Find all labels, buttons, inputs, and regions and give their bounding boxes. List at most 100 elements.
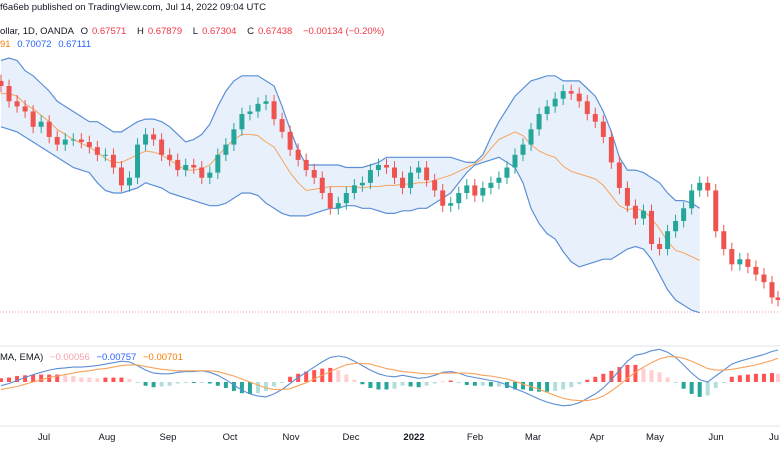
macd-bar xyxy=(119,377,124,382)
candle-body xyxy=(608,136,614,163)
candle xyxy=(295,143,301,167)
macd-bar xyxy=(713,382,718,388)
candle-body xyxy=(110,154,116,168)
macd-bar xyxy=(392,382,397,389)
macd-bar xyxy=(47,374,52,382)
macd-bar xyxy=(480,382,485,386)
candle xyxy=(400,171,406,195)
x-axis: Jul Aug Sep Oct Nov Dec 2022 Feb Mar Apr May Jun Ju xyxy=(38,432,779,443)
candle xyxy=(62,133,68,151)
macd-bar xyxy=(448,380,453,382)
macd-histogram xyxy=(0,364,780,397)
candle-body xyxy=(408,172,414,188)
candle-body xyxy=(616,162,622,188)
candle xyxy=(737,252,743,271)
candle-body xyxy=(689,190,695,209)
candle xyxy=(110,148,116,174)
x-tick-label: Aug xyxy=(99,432,116,443)
low-value: L 0.67304 xyxy=(192,26,237,37)
candle-body xyxy=(311,170,317,178)
candle xyxy=(118,161,124,192)
candle-body xyxy=(70,139,76,141)
macd-legend: MA, EMA) −0.00056 −0.00757 −0.00701 xyxy=(0,352,187,363)
candle xyxy=(592,107,598,129)
x-tick-label: Oct xyxy=(223,432,238,443)
candle-body xyxy=(183,164,189,171)
bb-upper-value: 0.70072 xyxy=(17,39,52,50)
candle-body xyxy=(78,139,84,143)
candle-body xyxy=(721,231,727,250)
candle-body xyxy=(279,119,285,132)
candle xyxy=(311,163,317,185)
macd-bar xyxy=(432,382,437,384)
candle-body xyxy=(464,185,470,193)
macd-bar xyxy=(223,382,228,388)
candle xyxy=(271,94,277,126)
candle-body xyxy=(94,147,100,155)
candle xyxy=(86,135,92,154)
macd-bar xyxy=(400,382,405,386)
macd-bar xyxy=(641,368,646,382)
candle-body xyxy=(30,111,36,127)
bollinger-upper-line xyxy=(0,57,701,209)
macd-bar xyxy=(705,382,710,396)
macd-bar xyxy=(135,382,140,383)
candle xyxy=(608,130,614,169)
macd-bar xyxy=(601,373,606,382)
macd-bar xyxy=(464,382,469,385)
candle-body xyxy=(536,114,542,130)
macd-bar xyxy=(537,382,542,392)
bb-basis-value: 91 xyxy=(0,39,11,50)
candle xyxy=(54,130,60,151)
candle-body xyxy=(126,177,132,186)
macd-bar xyxy=(255,382,260,394)
candle-body xyxy=(432,180,438,191)
macd-bar xyxy=(569,382,574,388)
candle xyxy=(6,79,12,108)
candle xyxy=(520,138,526,162)
candle xyxy=(665,224,671,256)
publish-note: f6a6eb published on TradingView.com, Jul… xyxy=(0,2,270,13)
macd-lines xyxy=(0,348,779,407)
candle-body xyxy=(416,167,422,173)
macd-bar xyxy=(649,370,654,382)
macd-bar xyxy=(585,379,590,382)
candle-body xyxy=(681,208,687,222)
candle xyxy=(135,138,141,185)
candle xyxy=(375,158,381,177)
x-tick-label: Dec xyxy=(343,432,360,443)
macd-bar xyxy=(71,376,76,382)
candle xyxy=(78,133,84,149)
candle xyxy=(504,161,510,185)
macd-bar xyxy=(577,382,582,385)
macd-bar xyxy=(199,382,204,383)
candle-body xyxy=(6,86,12,102)
candle xyxy=(143,128,149,151)
candle-body xyxy=(22,106,28,112)
candle-body xyxy=(239,114,245,130)
macd-bar xyxy=(23,375,28,382)
macd-bar xyxy=(55,374,60,382)
macd-bar xyxy=(488,382,493,387)
macd-bar xyxy=(63,375,68,382)
candle-body xyxy=(528,129,534,145)
bollinger-basis xyxy=(1,93,700,261)
candle-body xyxy=(560,91,566,99)
candle xyxy=(383,158,389,174)
macd-bar xyxy=(79,377,84,382)
candle-body xyxy=(62,139,68,145)
macd-bar xyxy=(239,382,244,394)
macd-bar xyxy=(665,377,670,382)
candle-body xyxy=(38,121,44,127)
candle-body xyxy=(86,142,92,148)
candle xyxy=(657,237,663,256)
x-tick-label: Nov xyxy=(283,432,300,443)
macd-bar xyxy=(360,382,365,385)
x-tick-label: Sep xyxy=(160,432,177,443)
candle-body xyxy=(584,101,590,115)
candle xyxy=(705,176,711,197)
candle xyxy=(496,171,502,190)
bb-lower-value: 0.67111 xyxy=(58,39,92,50)
candle xyxy=(70,133,76,146)
